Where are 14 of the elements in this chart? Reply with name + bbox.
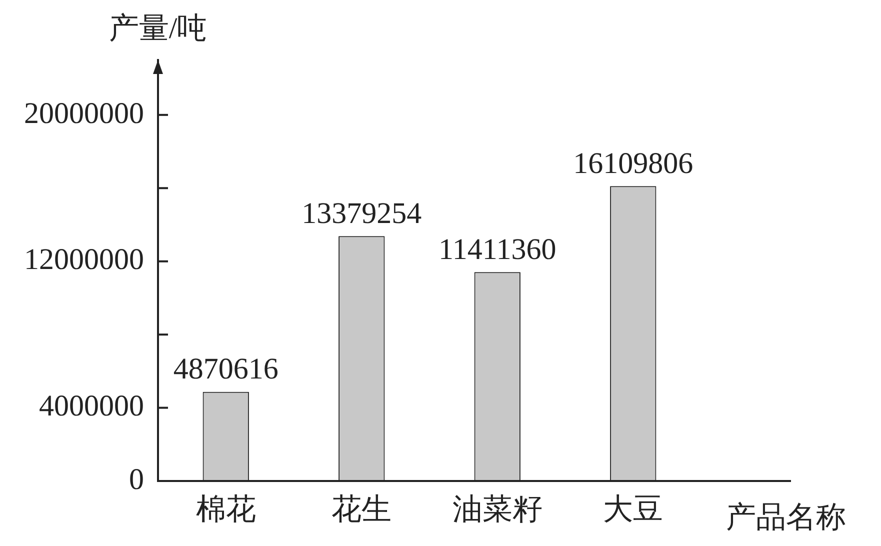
x-tick-label: 油菜籽 xyxy=(452,492,542,526)
y-tick-label: 0 xyxy=(129,462,144,496)
data-label: 11411360 xyxy=(438,232,556,266)
data-label: 13379254 xyxy=(302,196,422,230)
x-axis-title: 产品名称 xyxy=(726,500,846,534)
y-tick-label: 20000000 xyxy=(24,96,144,130)
y-axis-title: 产量/吨 xyxy=(108,12,208,45)
x-tick-label: 花生 xyxy=(332,492,392,526)
y-tick-label: 4000000 xyxy=(39,390,144,423)
y-tick-label: 12000000 xyxy=(24,243,144,276)
x-tick-label: 棉花 xyxy=(196,492,256,526)
data-label: 16109806 xyxy=(573,146,694,180)
data-label: 4870616 xyxy=(173,352,278,386)
x-tick-label: 大豆 xyxy=(603,492,664,526)
